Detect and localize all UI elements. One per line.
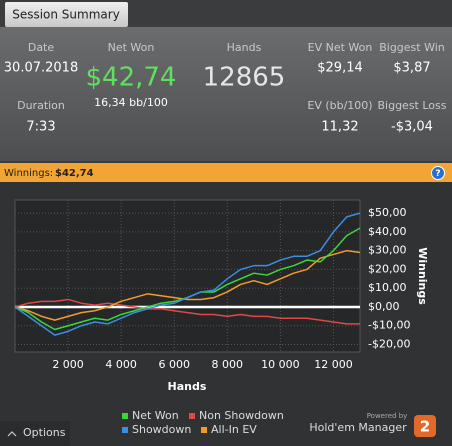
options-button[interactable] <box>0 421 70 446</box>
stat-label: Date <box>28 41 55 54</box>
legend-swatch <box>201 427 207 433</box>
winnings-value: $42,74 <box>55 168 94 179</box>
net-won-value: $42,74 <box>86 63 177 93</box>
stat-label: Biggest Win <box>379 41 445 54</box>
legend-swatch <box>189 413 195 419</box>
stat-label: Hands <box>227 41 262 54</box>
powered-by: Powered by <box>367 412 408 420</box>
help-icon[interactable] <box>431 166 445 180</box>
tab-label[interactable]: Session Summary <box>12 8 120 22</box>
y-tick-label: $40,00 <box>368 225 407 238</box>
x-axis-label: Hands <box>168 380 207 393</box>
stat-label: Net Won <box>108 41 155 54</box>
stat-value: -$3,04 <box>391 120 433 135</box>
x-tick-label: 12 000 <box>314 358 353 371</box>
legend-swatch <box>122 427 128 433</box>
stat-label: EV Net Won <box>308 41 373 54</box>
stat-value: $29,14 <box>317 61 363 76</box>
legend-label: All-In EV <box>211 423 257 436</box>
options-label[interactable]: Options <box>23 426 66 439</box>
x-tick-label: 4 000 <box>105 358 137 371</box>
winnings-label: Winnings: <box>4 168 53 179</box>
stat-value: 16,34 bb/100 <box>94 96 168 109</box>
winnings-bar <box>0 163 452 182</box>
help-icon-label[interactable]: ? <box>435 169 440 179</box>
plot-area <box>14 199 361 353</box>
chart: 2 000 4 000 6 000 8 000 10 000 12 000 -$20,00 -… <box>14 200 410 371</box>
series-line <box>14 249 361 321</box>
x-tick-label: 10 000 <box>261 358 300 371</box>
y-tick-label: -$20,00 <box>368 337 410 350</box>
legend-label: Showdown <box>132 423 191 436</box>
y-tick-label: $20,00 <box>368 262 407 275</box>
stats-panel <box>0 27 452 161</box>
y-tick-label: $0,00 <box>368 300 400 313</box>
stat-value: 30.07.2018 <box>4 61 78 76</box>
x-tick-label: 6 000 <box>158 358 190 371</box>
brand-version: 2 <box>420 418 430 436</box>
series-line <box>14 298 360 325</box>
brand: Hold'em Manager <box>309 421 407 434</box>
y-axis-label: Winnings <box>416 247 429 305</box>
brand-logo <box>414 415 436 437</box>
x-tick-label: 2 000 <box>52 358 84 371</box>
stat-label: EV (bb/100) <box>307 99 372 112</box>
stat-value: 11,32 <box>321 120 358 135</box>
stat-value: $3,87 <box>393 61 430 76</box>
tab[interactable] <box>5 2 128 27</box>
x-tick-label: 8 000 <box>212 358 244 371</box>
legend-label: Net Won <box>132 409 179 422</box>
series-line <box>14 212 361 336</box>
hands-value: 12865 <box>203 63 286 93</box>
stat-value: 7:33 <box>26 120 55 135</box>
y-tick-label: $50,00 <box>368 206 407 219</box>
y-tick-label: $30,00 <box>368 244 407 257</box>
y-tick-label: $10,00 <box>368 281 407 294</box>
stat-label: Duration <box>17 99 65 112</box>
stat-label: Biggest Loss <box>377 99 446 112</box>
options-arrow[interactable] <box>7 431 17 437</box>
legend-label: Non Showdown <box>199 409 284 422</box>
y-tick-label: -$10,00 <box>368 319 410 332</box>
legend: Net Won Non Showdown Showdown All-In EV <box>122 409 284 436</box>
legend-swatch <box>122 413 128 419</box>
